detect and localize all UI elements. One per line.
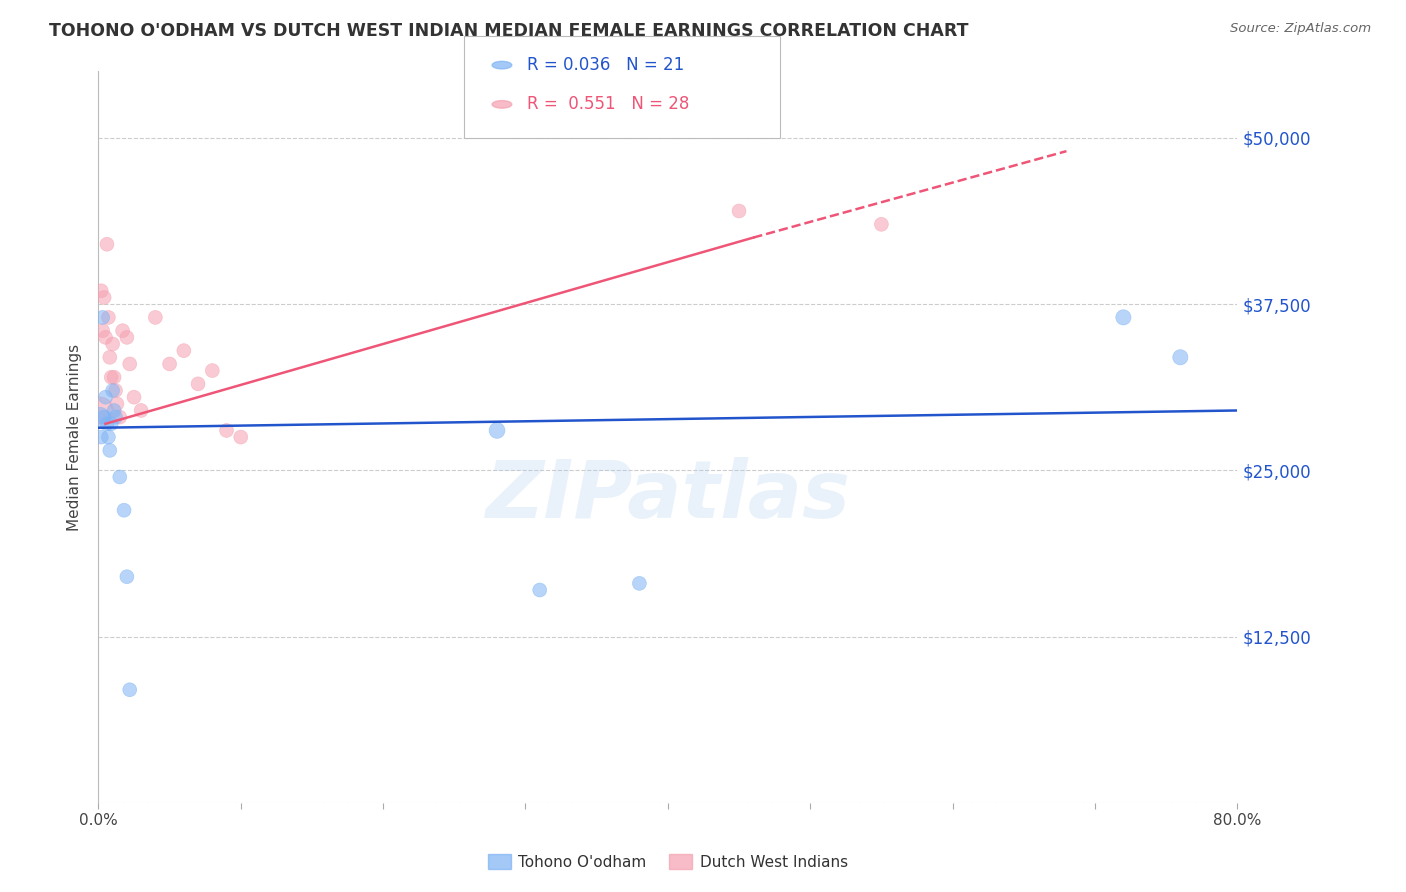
- Point: [101, 384, 124, 398]
- Point: [728, 204, 751, 219]
- Point: [93, 410, 115, 425]
- Point: [159, 357, 181, 371]
- Point: [94, 390, 117, 404]
- Point: [173, 343, 195, 358]
- Point: [97, 430, 120, 444]
- Point: [201, 363, 224, 377]
- Point: [112, 503, 135, 517]
- Point: [1112, 310, 1135, 325]
- Text: ZIPatlas: ZIPatlas: [485, 457, 851, 534]
- Point: [215, 424, 238, 438]
- Point: [97, 310, 120, 325]
- Point: [96, 417, 118, 431]
- Point: [100, 417, 122, 431]
- Point: [89, 410, 111, 425]
- Point: [108, 470, 131, 484]
- Point: [98, 443, 121, 458]
- Text: Source: ZipAtlas.com: Source: ZipAtlas.com: [1230, 22, 1371, 36]
- Point: [93, 290, 115, 304]
- Point: [101, 337, 124, 351]
- Text: R =  0.551   N = 28: R = 0.551 N = 28: [527, 95, 689, 113]
- Text: R = 0.036   N = 21: R = 0.036 N = 21: [527, 56, 685, 74]
- Point: [94, 330, 117, 344]
- Point: [90, 430, 112, 444]
- Y-axis label: Median Female Earnings: Median Female Earnings: [67, 343, 83, 531]
- Point: [145, 310, 167, 325]
- Point: [118, 357, 141, 371]
- Point: [108, 410, 131, 425]
- Point: [486, 424, 509, 438]
- Point: [96, 237, 118, 252]
- Point: [105, 397, 128, 411]
- Legend: Tohono O'odham, Dutch West Indians: Tohono O'odham, Dutch West Indians: [481, 847, 855, 876]
- Point: [91, 310, 114, 325]
- Point: [628, 576, 651, 591]
- Point: [103, 370, 125, 384]
- Point: [91, 324, 114, 338]
- Point: [100, 370, 122, 384]
- Point: [529, 582, 551, 597]
- Text: TOHONO O'ODHAM VS DUTCH WEST INDIAN MEDIAN FEMALE EARNINGS CORRELATION CHART: TOHONO O'ODHAM VS DUTCH WEST INDIAN MEDI…: [49, 22, 969, 40]
- Point: [104, 384, 127, 398]
- Point: [90, 284, 112, 298]
- Point: [111, 324, 134, 338]
- Point: [104, 410, 127, 425]
- Point: [187, 376, 209, 391]
- Point: [118, 682, 141, 697]
- Point: [115, 570, 138, 584]
- Point: [129, 403, 152, 417]
- Point: [98, 351, 121, 365]
- Point: [1170, 351, 1192, 365]
- Point: [229, 430, 252, 444]
- Point: [89, 403, 111, 417]
- Point: [103, 403, 125, 417]
- Point: [115, 330, 138, 344]
- Point: [122, 390, 145, 404]
- Point: [870, 217, 893, 231]
